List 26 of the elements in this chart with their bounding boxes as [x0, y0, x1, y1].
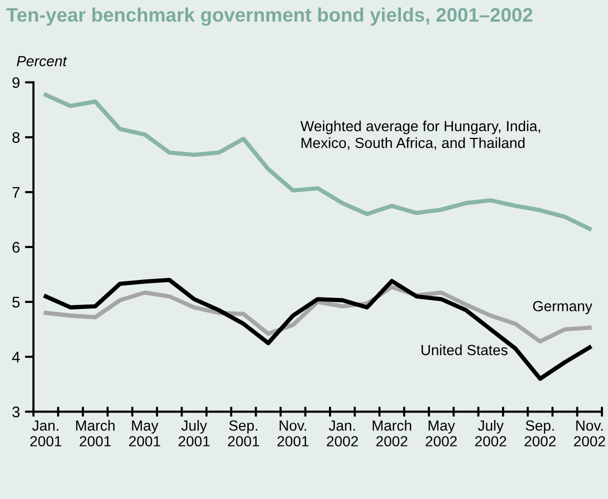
y-tick-label: 8 [12, 132, 20, 143]
x-tick-label: May 2002 [426, 420, 457, 446]
x-tick-label: Nov. 2001 [277, 420, 308, 446]
y-axis-title: Percent [16, 56, 68, 66]
x-tick-label: Jan. 2001 [30, 420, 62, 446]
x-tick-label: May 2001 [129, 420, 160, 446]
y-tick-label: 3 [12, 406, 20, 418]
x-tick-label: July 2001 [178, 420, 210, 446]
line-series [44, 92, 592, 231]
y-tick-label: 7 [12, 187, 20, 198]
x-tick-label: Nov. 2002 [574, 420, 606, 446]
x-tick-label: Sep. 2001 [228, 420, 260, 446]
y-tick-label: 6 [12, 242, 20, 253]
series-label: Germany [533, 300, 592, 314]
x-tick-label: July 2002 [475, 420, 506, 446]
x-tick-label: Jan. 2002 [326, 420, 358, 446]
series-label: United States [422, 344, 508, 356]
text: Weighted average for Hungary, India, Mexico, South Africa, and Thailand [300, 120, 540, 150]
y-tick-label: 4 [12, 352, 20, 362]
x-tick-label: Sep. 2002 [524, 420, 556, 446]
chart-title: Ten-year benchmark government bond yields, 2001–2002 [6, 7, 532, 26]
x-tick-label: March 2001 [76, 420, 115, 446]
y-tick-label: 5 [12, 296, 20, 308]
y-tick-label: 9 [12, 77, 20, 88]
x-tick-label: March 2002 [372, 420, 412, 446]
line-series [44, 278, 592, 381]
